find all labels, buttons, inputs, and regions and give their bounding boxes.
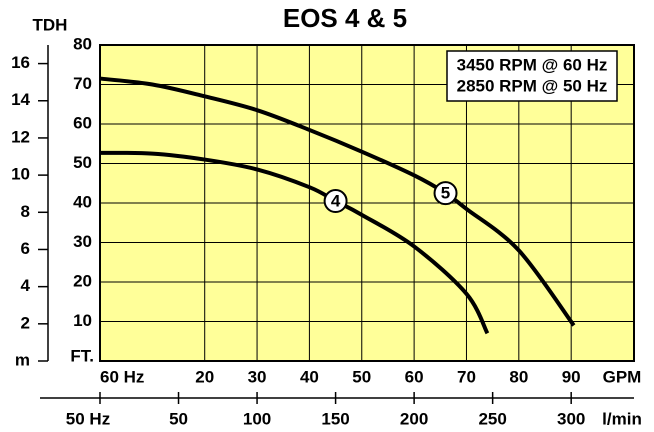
curve-label-circle	[323, 189, 348, 214]
y-tick-label: 20	[73, 271, 92, 290]
y-tick-label: 70	[73, 74, 92, 93]
x2-origin-label: 50 Hz	[66, 409, 110, 428]
y2-tick-label: 16	[11, 53, 30, 72]
x2-tick-label: 100	[243, 409, 271, 428]
chart-title: EOS 4 & 5	[283, 3, 407, 33]
x2-tick-label: 50	[169, 409, 188, 428]
y-tick-label: 80	[73, 34, 92, 53]
y2-tick-label: 4	[21, 276, 31, 295]
y2-tick-label: 10	[11, 165, 30, 184]
y-tick-label: 10	[73, 311, 92, 330]
annotation: 2850 RPM @ 50 Hz	[457, 76, 608, 95]
curve-label-circle	[433, 181, 458, 206]
y-axis-label: FT.	[70, 346, 94, 365]
annotation-box	[446, 50, 618, 102]
x2-tick-label: 250	[478, 409, 506, 428]
x-tick-label: 20	[195, 367, 214, 386]
curve-label: 5	[441, 184, 450, 203]
y2-tick-label: 12	[11, 127, 30, 146]
x2-tick-label: 150	[321, 409, 349, 428]
curve	[99, 76, 576, 327]
y2-axis-label: m	[15, 350, 30, 369]
y2-tick-label: 8	[21, 202, 30, 221]
x-tick-label: 80	[509, 367, 528, 386]
y2-tick-label: 14	[11, 90, 30, 109]
x-tick-label: 60	[405, 367, 424, 386]
y-tick-label: 40	[73, 192, 92, 211]
annotation: 3450 RPM @ 60 Hz	[457, 55, 608, 74]
x2-tick-label: 300	[557, 409, 585, 428]
x-tick-label: 50	[352, 367, 371, 386]
y2-tick-label: 6	[21, 239, 30, 258]
y-tick-label: 30	[73, 232, 92, 251]
y-tick-label: 60	[73, 113, 92, 132]
y2-axis-title: TDH	[33, 15, 68, 34]
x-tick-label: 30	[248, 367, 267, 386]
x-tick-label: 90	[562, 367, 581, 386]
x2-axis-label: l/min	[602, 409, 642, 428]
curve-label: 4	[331, 192, 341, 211]
y-tick-label: 50	[73, 153, 92, 172]
x-tick-label: 70	[457, 367, 476, 386]
x-axis-label: GPM	[603, 367, 642, 386]
x-origin-label: 60 Hz	[100, 367, 144, 386]
x2-tick-label: 200	[400, 409, 428, 428]
y2-tick-label: 2	[21, 313, 30, 332]
x-tick-label: 40	[300, 367, 319, 386]
